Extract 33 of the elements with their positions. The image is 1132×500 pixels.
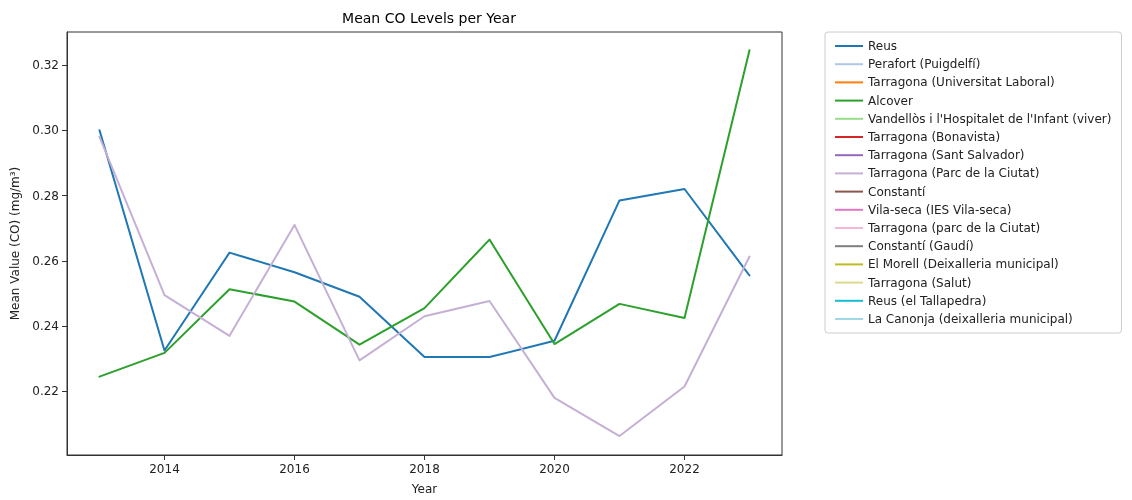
y-tick-label: 0.22 xyxy=(32,384,59,399)
y-tick-label: 0.30 xyxy=(32,123,59,138)
line-series xyxy=(98,49,751,378)
legend-label: El Morell (Deixalleria municipal) xyxy=(868,257,1059,272)
legend-label: Tarragona (Universitat Laboral) xyxy=(867,75,1055,90)
x-tick-label: 2016 xyxy=(279,462,310,476)
y-axis-title: Mean Value (CO) (mg/m³) xyxy=(8,166,23,321)
y-tick-label: 0.26 xyxy=(32,253,59,268)
legend-label: Tarragona (Bonavista) xyxy=(867,130,1001,144)
legend-label: Constantí xyxy=(868,184,926,199)
legend-label: Tarragona (Parc de la Ciutat) xyxy=(867,166,1040,181)
x-tick-label: 2018 xyxy=(409,462,440,476)
legend-label: Vandellòs i l'Hospitalet de l'Infant (viver) xyxy=(868,111,1112,126)
x-axis-title: Year xyxy=(410,482,438,496)
legend-label: Alcover xyxy=(868,93,913,108)
legend-label: Reus (el Tallapedra) xyxy=(868,293,987,308)
line-series xyxy=(98,135,751,438)
legend-label: Tarragona (Salut) xyxy=(867,275,972,290)
x-tick-label: 2020 xyxy=(539,462,570,476)
legend-label: Constantí (Gaudí) xyxy=(868,239,974,254)
legend-label: Tarragona (Sant Salvador) xyxy=(867,148,1025,163)
legend-label: Perafort (Puigdelfí) xyxy=(868,57,981,72)
legend-label: Vila-seca (IES Vila-seca) xyxy=(868,202,1012,217)
x-tick-label: 2022 xyxy=(669,462,700,476)
y-tick-label: 0.32 xyxy=(32,57,59,72)
legend-label: La Canonja (deixalleria municipal) xyxy=(868,312,1073,326)
x-tick-label: 2014 xyxy=(149,462,180,476)
legend-label: Tarragona (parc de la Ciutat) xyxy=(867,221,1041,235)
y-tick-label: 0.24 xyxy=(32,319,59,334)
chart-title: Mean CO Levels per Year xyxy=(342,10,517,26)
line-series xyxy=(98,129,751,359)
legend-label: Reus xyxy=(868,39,898,53)
y-tick-label: 0.28 xyxy=(32,188,59,203)
